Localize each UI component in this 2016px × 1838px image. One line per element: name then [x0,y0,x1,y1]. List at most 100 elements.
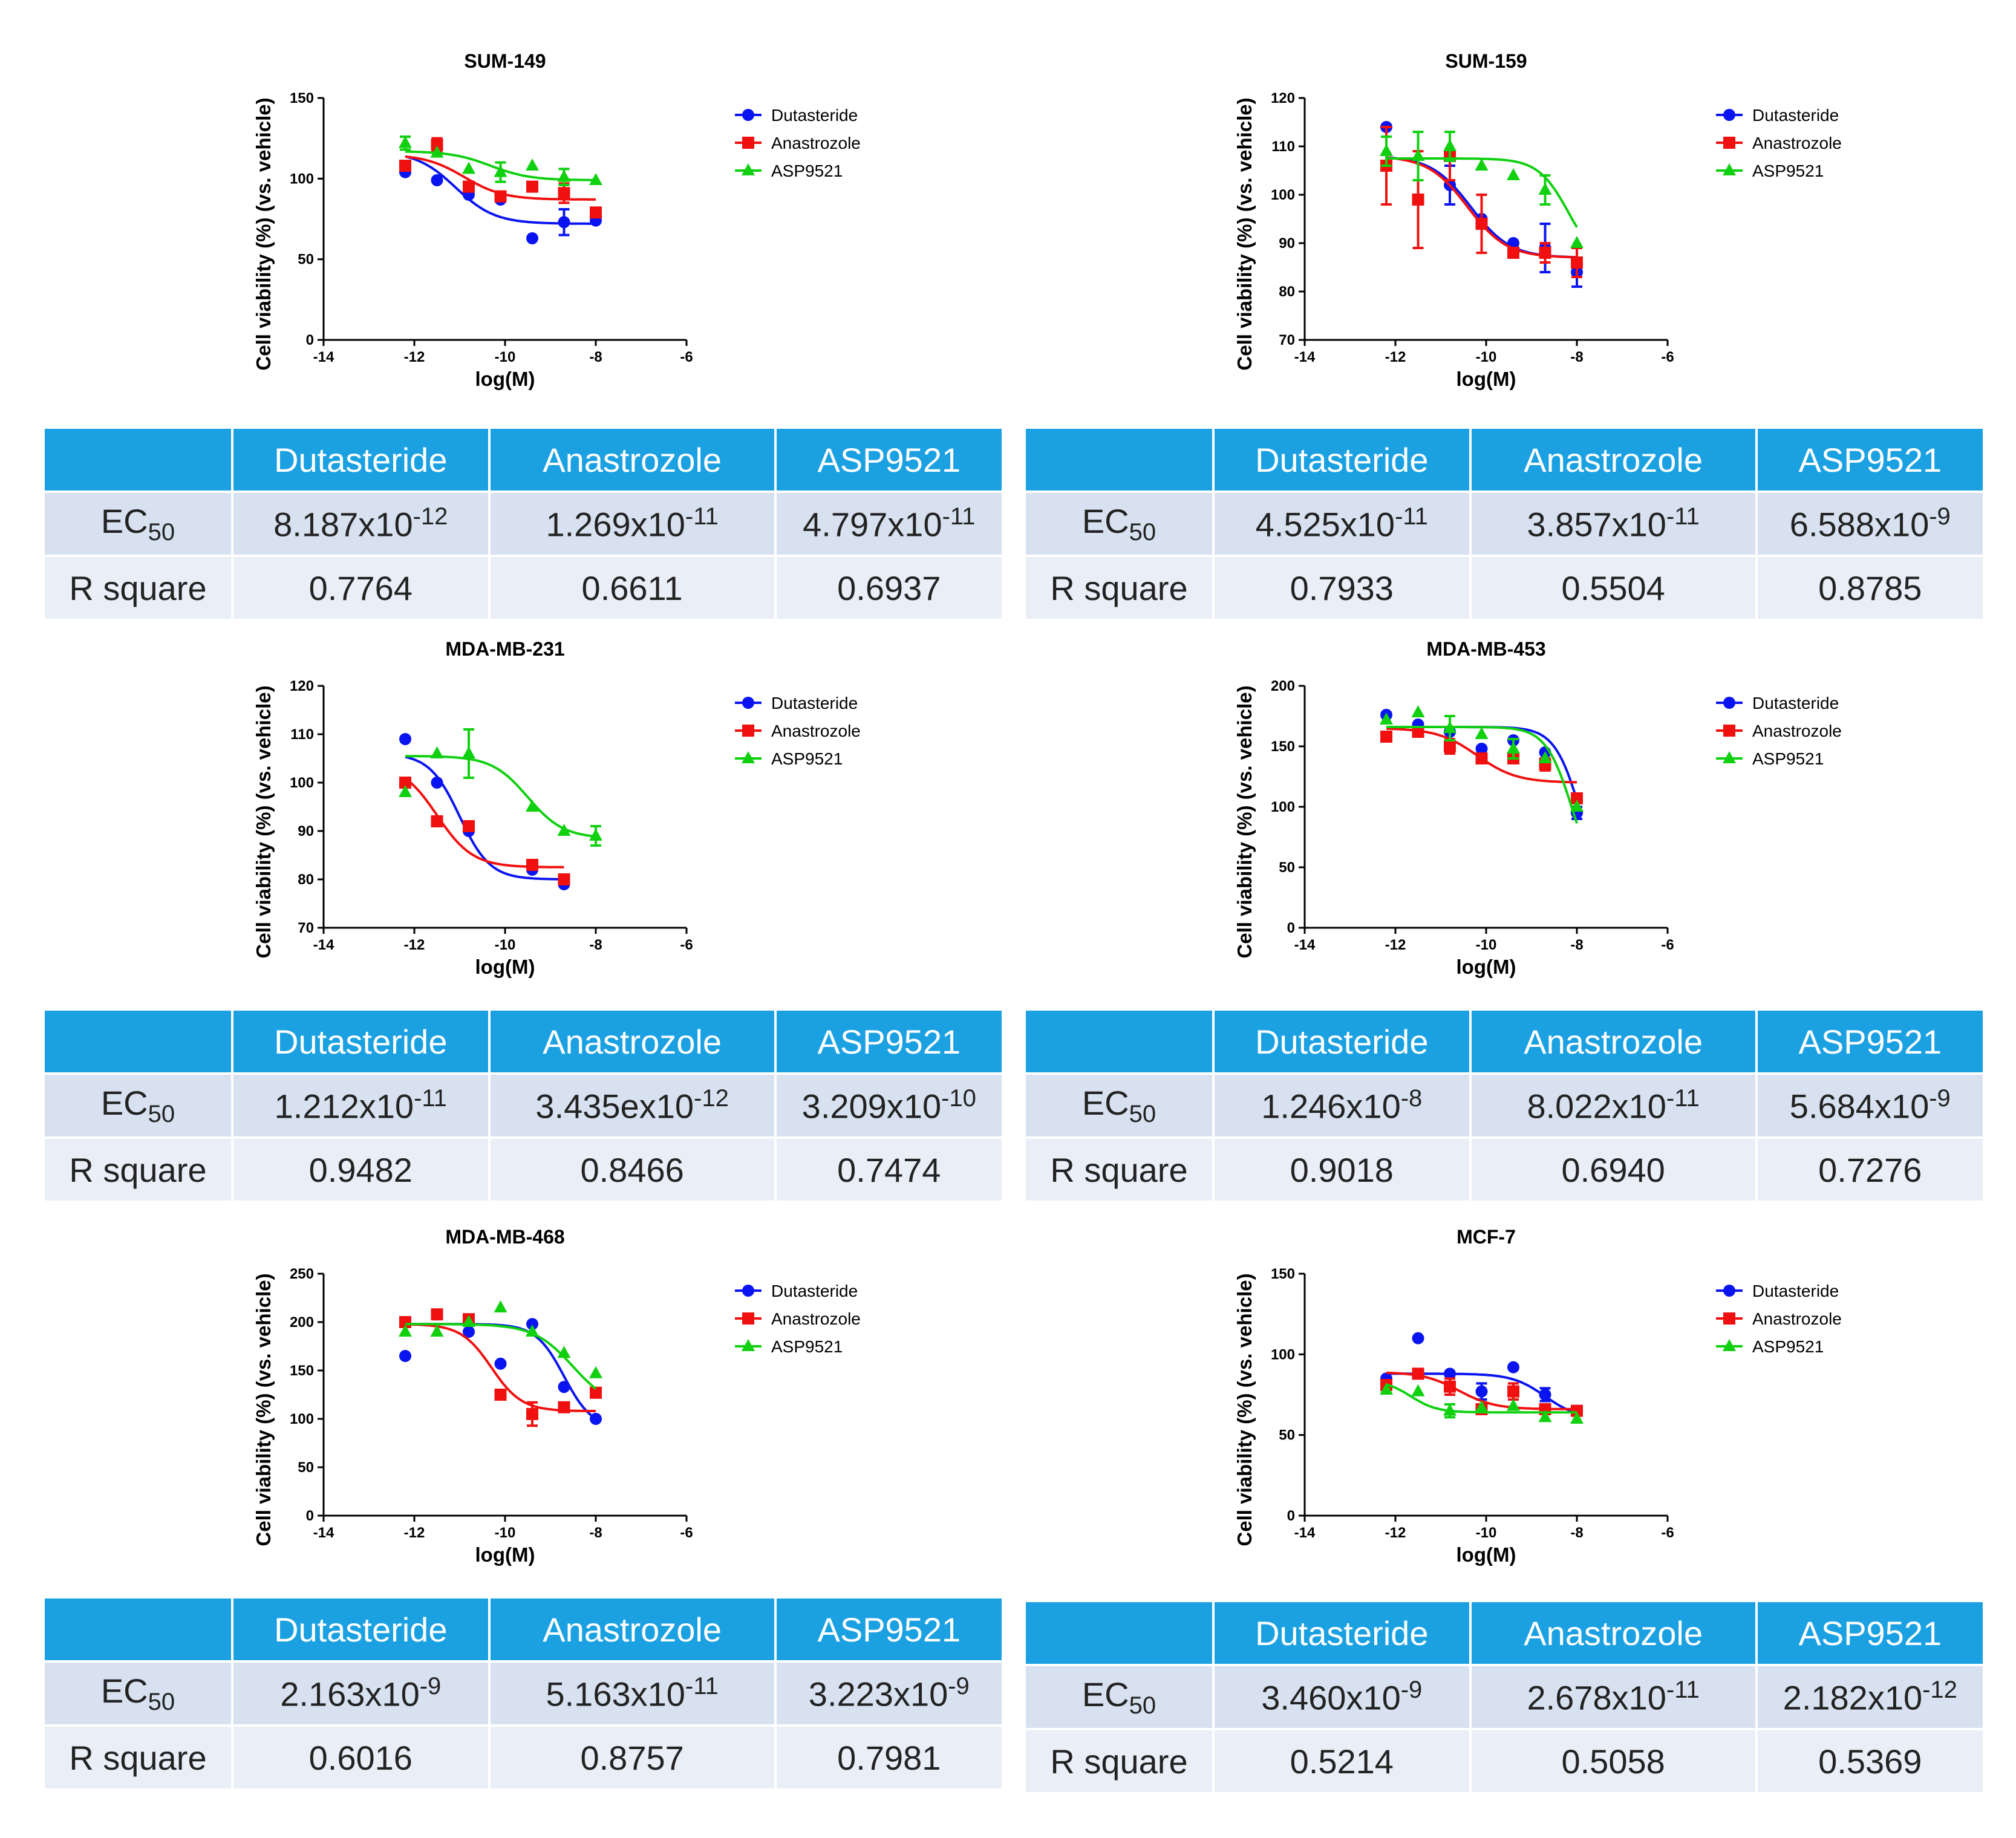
data-point-anastrozole [1475,752,1488,764]
legend-marker [1723,1312,1735,1325]
x-tick-label: -10 [495,937,516,953]
rsquare-anastrozole: 0.6940 [1471,1139,1755,1201]
y-tick-label: 0 [306,1508,314,1524]
rsquare-label: R square [1026,1730,1212,1792]
legend-marker [1723,1339,1736,1351]
data-point-dutasteride [431,174,443,186]
data-point-anastrozole [590,206,602,219]
header-anastrozole: Anastrozole [1471,429,1755,490]
y-tick-label: 120 [290,678,314,694]
legend-label: ASP9521 [771,749,843,768]
data-point-anastrozole [399,777,411,789]
y-tick-label: 90 [298,823,314,839]
data-point-dutasteride [494,1357,507,1370]
data-point-asp9521 [1443,721,1457,733]
header-asp9521: ASP9521 [1757,1011,1983,1072]
data-point-asp9521 [1380,144,1393,156]
data-point-asp9521 [494,165,507,177]
data-point-anastrozole [526,1408,538,1420]
header-dutasteride: Dutasteride [233,1598,488,1660]
table-corner-cell [45,1598,231,1660]
x-axis-label: log(M) [1457,956,1516,978]
x-tick-label: -12 [1385,1525,1406,1541]
table-corner-cell [1026,1602,1212,1664]
panel-mda-mb-468: MDA-MB-468 -14 -12 -10 -8 -6 0 50 100 150 200 250 lo… [42,1206,1004,1805]
legend-marker [742,1339,755,1351]
legend-marker [742,163,755,175]
rsquare-dutasteride: 0.9482 [233,1139,488,1201]
ec50-row: EC50 2.163x10-9 5.163x10-11 3.223x10-9 [45,1663,1002,1724]
data-point-asp9521 [557,824,571,836]
y-axis-label: Cell viability (%) (vs. vehicle) [252,685,275,958]
x-tick-label: -8 [1570,937,1583,953]
x-tick-label: -14 [1294,1525,1316,1541]
data-point-asp9521 [1443,139,1457,151]
ec50-row: EC50 3.460x10-9 2.678x10-11 2.182x10-12 [1026,1666,1983,1728]
rsquare-row: R square 0.7933 0.5504 0.8785 [1026,557,1983,619]
x-tick-label: -14 [1294,349,1316,365]
table-header-row: Dutasteride Anastrozole ASP9521 [1026,1011,1983,1072]
y-tick-label: 90 [1279,235,1295,252]
y-tick-label: 200 [290,1314,314,1331]
y-tick-label: 0 [1287,920,1295,936]
x-axis-label: log(M) [475,368,535,390]
data-point-anastrozole [1444,1380,1456,1393]
data-point-asp9521 [557,169,571,182]
data-point-anastrozole [1539,247,1551,259]
data-point-asp9521 [1443,1403,1457,1416]
y-tick-label: 150 [1271,738,1295,755]
data-point-asp9521 [1507,741,1520,754]
header-asp9521: ASP9521 [776,429,1002,490]
panel-mcf-7: MCF-7 -14 -12 -10 -8 -6 0 50 100 150 log(M) Cell vi… [1023,1206,1985,1805]
ec50-anastrozole: 8.022x10-11 [1471,1075,1755,1136]
y-tick-label: 150 [290,90,314,106]
ec50-label: EC50 [45,1075,231,1136]
panel-mda-mb-453: MDA-MB-453 -14 -12 -10 -8 -6 0 50 100 150 200 log(M… [1023,618,1985,1217]
table-header-row: Dutasteride Anastrozole ASP9521 [45,429,1002,490]
data-point-asp9521 [1380,712,1393,725]
legend-label: Dutasteride [771,106,858,125]
x-tick-label: -10 [495,1525,516,1541]
x-tick-label: -14 [313,1525,334,1541]
legend-entry-asp9521: ASP9521 [1716,749,1824,768]
data-point-anastrozole [558,1401,570,1413]
legend-entry-dutasteride: Dutasteride [1716,694,1839,712]
data-point-anastrozole [1571,792,1583,804]
x-tick-label: -8 [589,937,602,953]
data-point-dutasteride [558,1381,570,1393]
legend-entry-anastrozole: Anastrozole [735,134,861,152]
ec50-asp9521: 4.797x10-11 [776,493,1002,555]
ec50-asp9521: 5.684x10-9 [1757,1075,1983,1136]
data-point-asp9521 [462,746,475,758]
header-anastrozole: Anastrozole [490,1011,774,1072]
series-anastrozole [399,137,602,219]
rsquare-label: R square [45,1727,231,1788]
legend-label: Dutasteride [1752,1282,1839,1300]
x-tick-label: -8 [1570,1525,1583,1541]
rsquare-label: R square [1026,557,1212,619]
data-point-dutasteride [1412,1332,1424,1344]
x-tick-label: -10 [1476,937,1497,953]
legend-entry-dutasteride: Dutasteride [735,1282,858,1300]
data-point-asp9521 [399,135,412,148]
data-point-asp9521 [462,1315,475,1327]
x-tick-label: -6 [680,349,693,365]
legend-marker [1723,725,1735,737]
legend-label: Dutasteride [1752,694,1839,712]
y-tick-label: 70 [1279,332,1295,348]
ec50-anastrozole: 1.269x10-11 [490,493,774,555]
rsquare-dutasteride: 0.7933 [1214,557,1469,619]
data-point-asp9521 [399,785,412,797]
table-header-row: Dutasteride Anastrozole ASP9521 [45,1598,1002,1660]
y-tick-label: 50 [298,1459,314,1476]
data-point-asp9521 [1411,149,1425,161]
data-point-dutasteride [526,232,538,244]
y-tick-label: 100 [290,1411,314,1427]
rsquare-dutasteride: 0.5214 [1214,1730,1469,1792]
chart-mda-mb-453: MDA-MB-453 -14 -12 -10 -8 -6 0 50 100 150 200 log(M… [1233,638,1842,978]
data-point-asp9521 [1570,236,1584,248]
legend-label: ASP9521 [771,161,843,180]
legend-entry-anastrozole: Anastrozole [735,722,861,740]
data-point-anastrozole [1571,256,1583,269]
